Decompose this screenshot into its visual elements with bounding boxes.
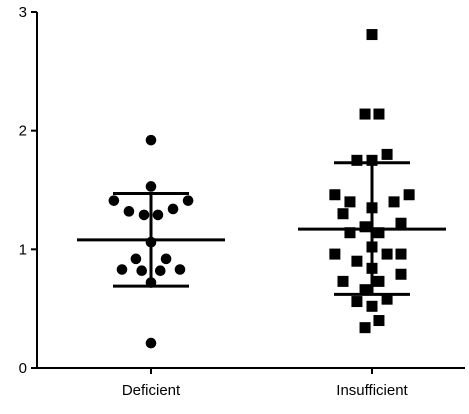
data-point-insufficient-13 <box>359 221 371 233</box>
data-point-deficient-15 <box>145 277 157 288</box>
data-point-insufficient-18 <box>381 248 393 260</box>
data-point-insufficient-12 <box>395 217 407 229</box>
data-point-insufficient-10 <box>366 202 378 214</box>
data-point-insufficient-5 <box>366 154 378 166</box>
data-point-deficient-4 <box>123 206 135 217</box>
data-point-insufficient-2 <box>373 108 385 120</box>
y-tick-label-1: 1 <box>19 241 27 258</box>
y-tick-label-0: 0 <box>19 360 27 377</box>
data-point-insufficient-0 <box>366 29 378 41</box>
data-point-deficient-2 <box>108 195 120 206</box>
data-point-insufficient-6 <box>329 189 341 201</box>
data-point-insufficient-19 <box>395 248 407 260</box>
data-point-deficient-7 <box>167 203 179 215</box>
data-point-insufficient-4 <box>351 154 363 166</box>
data-point-insufficient-30 <box>359 322 371 334</box>
data-point-insufficient-22 <box>395 268 407 280</box>
data-point-deficient-6 <box>152 209 164 221</box>
data-point-insufficient-7 <box>403 189 415 201</box>
data-point-insufficient-15 <box>373 227 385 239</box>
y-tick-label-2: 2 <box>19 123 27 140</box>
data-point-insufficient-14 <box>344 227 356 239</box>
chart-marks <box>77 29 446 349</box>
x-tick-label-deficient: Deficient <box>122 382 181 399</box>
axes <box>31 11 465 374</box>
data-point-deficient-11 <box>116 264 128 275</box>
data-point-insufficient-1 <box>359 108 371 120</box>
data-point-insufficient-20 <box>351 255 363 267</box>
data-point-insufficient-16 <box>366 241 378 253</box>
axis-labels: 0 1 2 3 Deficient Insufficient <box>19 4 409 399</box>
data-point-deficient-8 <box>145 236 157 248</box>
data-point-deficient-14 <box>174 264 186 275</box>
x-tick-label-insufficient: Insufficient <box>336 382 408 399</box>
data-point-insufficient-27 <box>351 296 363 308</box>
data-point-insufficient-3 <box>381 148 393 160</box>
data-point-insufficient-28 <box>366 300 378 312</box>
data-point-deficient-3 <box>182 195 194 206</box>
data-point-insufficient-24 <box>373 275 385 287</box>
data-point-deficient-12 <box>136 265 148 276</box>
data-point-deficient-0 <box>145 134 157 146</box>
data-point-deficient-5 <box>138 209 150 221</box>
data-point-insufficient-8 <box>344 196 356 208</box>
data-point-insufficient-25 <box>359 284 371 296</box>
data-point-deficient-1 <box>145 181 157 192</box>
data-point-deficient-13 <box>154 265 166 276</box>
data-point-insufficient-21 <box>366 262 378 274</box>
data-point-insufficient-11 <box>337 208 349 220</box>
data-point-insufficient-26 <box>381 293 393 305</box>
y-tick-label-3: 3 <box>19 4 27 21</box>
data-point-insufficient-9 <box>388 196 400 208</box>
data-point-deficient-9 <box>130 253 142 265</box>
data-point-deficient-10 <box>160 253 172 265</box>
data-point-deficient-16 <box>145 337 157 349</box>
data-point-insufficient-29 <box>373 315 385 327</box>
data-point-insufficient-23 <box>337 275 349 287</box>
data-point-insufficient-17 <box>329 248 341 260</box>
